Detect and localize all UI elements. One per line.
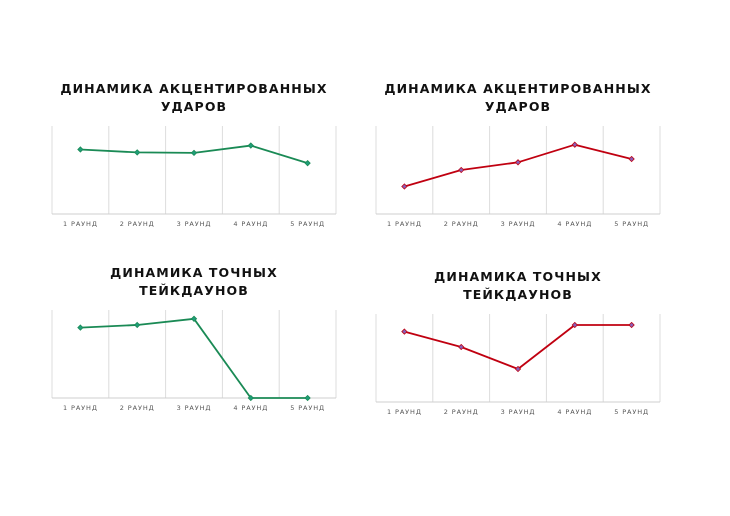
series-line xyxy=(404,324,632,370)
x-tick-label: 2 РАУНД xyxy=(444,220,479,228)
chart-title-line-1: ДИНАМИКА ТОЧНЫХ xyxy=(110,265,278,280)
data-point xyxy=(77,324,84,331)
chart-panel-accented-strikes-red: ДИНАМИКА АКЦЕНТИРОВАННЫХ УДАРОВ 1 РАУНД 2… xyxy=(375,80,661,240)
x-tick-label: 3 РАУНД xyxy=(501,408,536,416)
chart-title: ДИНАМИКА ТОЧНЫХ ТЕЙКДАУНОВ xyxy=(376,268,660,304)
x-tick-label: 5 РАУНД xyxy=(290,404,325,412)
data-point xyxy=(514,159,522,166)
data-point xyxy=(134,321,141,329)
data-point xyxy=(304,159,311,167)
x-tick-label: 5 РАУНД xyxy=(614,220,649,228)
x-tick-label: 4 РАУНД xyxy=(233,220,268,228)
chart-panel-accented-strikes-green: ДИНАМИКА АКЦЕНТИРОВАННЫХ УДАРОВ 1 РАУНД 2… xyxy=(51,80,337,240)
data-point xyxy=(401,328,408,335)
data-point xyxy=(571,321,578,329)
line-chart: 1 РАУНД 2 РАУНД 3 РАУНД 4 РАУНД 5 РАУНД xyxy=(375,126,661,228)
x-tick-label: 4 РАУНД xyxy=(557,408,592,416)
data-point xyxy=(77,146,84,153)
x-tick-label: 2 РАУНД xyxy=(120,220,155,228)
data-point xyxy=(190,149,198,157)
chart-title: ДИНАМИКА АКЦЕНТИРОВАННЫХ УДАРОВ xyxy=(376,80,660,116)
x-tick-label: 4 РАУНД xyxy=(557,220,592,228)
data-point xyxy=(571,141,578,148)
data-point xyxy=(401,183,408,190)
line-chart: 1 РАУНД 2 РАУНД 3 РАУНД 4 РАУНД 5 РАУНД xyxy=(51,310,337,412)
data-point xyxy=(458,166,465,174)
x-tick-label: 5 РАУНД xyxy=(614,408,649,416)
data-point xyxy=(304,394,311,402)
series-line xyxy=(80,317,308,399)
series-line xyxy=(404,143,632,188)
chart-title-line-2: ТЕЙКДАУНОВ xyxy=(139,283,249,298)
x-tick-label: 3 РАУНД xyxy=(501,220,536,228)
data-point xyxy=(134,149,141,156)
data-point xyxy=(514,365,522,373)
data-point xyxy=(628,155,635,163)
line-chart: 1 РАУНД 2 РАУНД 3 РАУНД 4 РАУНД 5 РАУНД xyxy=(375,314,661,416)
chart-title-line-2: ТЕЙКДАУНОВ xyxy=(463,287,573,302)
x-tick-label: 3 РАУНД xyxy=(177,404,212,412)
x-tick-label: 4 РАУНД xyxy=(233,404,268,412)
chart-title-line-1: ДИНАМИКА ТОЧНЫХ xyxy=(434,269,602,284)
x-tick-label: 1 РАУНД xyxy=(387,408,422,416)
x-tick-label: 1 РАУНД xyxy=(63,404,98,412)
x-tick-label: 3 РАУНД xyxy=(177,220,212,228)
data-point xyxy=(247,394,254,402)
chart-title-line-2: УДАРОВ xyxy=(160,99,228,114)
data-point xyxy=(190,315,198,322)
data-point xyxy=(628,321,635,329)
chart-title-line-2: УДАРОВ xyxy=(484,99,552,114)
x-tick-label: 5 РАУНД xyxy=(290,220,325,228)
data-point xyxy=(247,142,254,149)
x-tick-label: 1 РАУНД xyxy=(387,220,422,228)
data-point xyxy=(458,343,465,351)
x-tick-label: 1 РАУНД xyxy=(63,220,98,228)
chart-title-line-1: ДИНАМИКА АКЦЕНТИРОВАННЫХ xyxy=(384,81,652,96)
line-chart: 1 РАУНД 2 РАУНД 3 РАУНД 4 РАУНД 5 РАУНД xyxy=(51,126,337,228)
chart-title: ДИНАМИКА ТОЧНЫХ ТЕЙКДАУНОВ xyxy=(52,264,336,300)
chart-panel-takedowns-red: ДИНАМИКА ТОЧНЫХ ТЕЙКДАУНОВ 1 РАУНД 2 РАУН… xyxy=(375,268,661,428)
chart-title: ДИНАМИКА АКЦЕНТИРОВАННЫХ УДАРОВ xyxy=(52,80,336,116)
x-tick-label: 2 РАУНД xyxy=(120,404,155,412)
chart-panel-takedowns-green: ДИНАМИКА ТОЧНЫХ ТЕЙКДАУНОВ 1 РАУНД 2 РАУН… xyxy=(51,264,337,424)
x-tick-label: 2 РАУНД xyxy=(444,408,479,416)
chart-title-line-1: ДИНАМИКА АКЦЕНТИРОВАННЫХ xyxy=(60,81,328,96)
